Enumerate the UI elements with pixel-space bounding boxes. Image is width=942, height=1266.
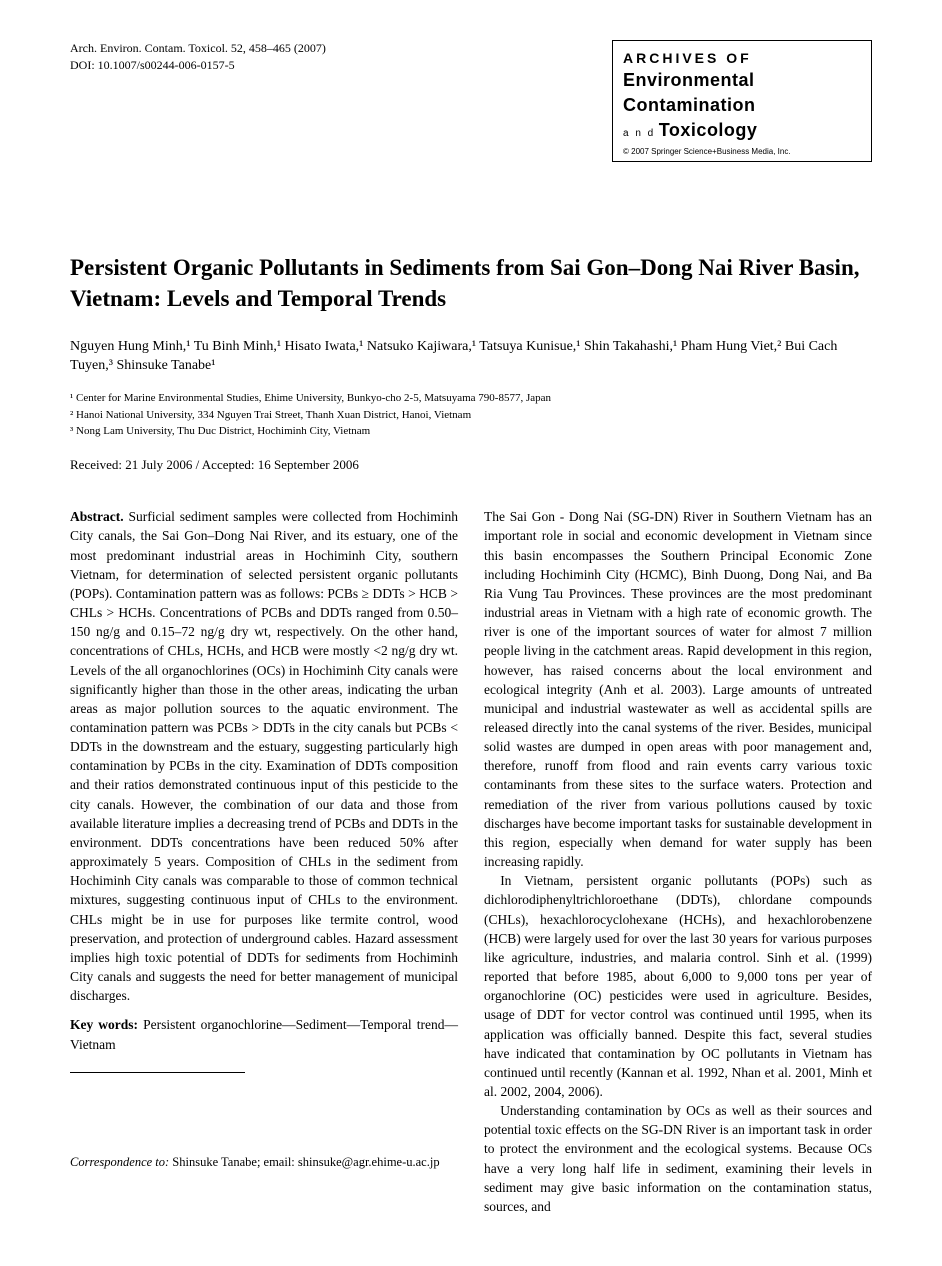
citation-line: Arch. Environ. Contam. Toxicol. 52, 458–… — [70, 40, 326, 57]
journal-line-3: Contamination — [623, 93, 861, 118]
journal-and: a n d — [623, 128, 655, 139]
intro-p1: The Sai Gon - Dong Nai (SG-DN) River in … — [484, 507, 872, 871]
body-columns: Abstract. Surficial sediment samples wer… — [70, 507, 872, 1216]
affiliations: ¹ Center for Marine Environmental Studie… — [70, 390, 872, 440]
journal-initial: T — [659, 120, 669, 140]
journal-copyright: © 2007 Springer Science+Business Media, … — [623, 147, 861, 158]
journal-logo-box: ARCHIVES OF Environmental Contamination … — [612, 40, 872, 162]
right-column: The Sai Gon - Dong Nai (SG-DN) River in … — [484, 507, 872, 1216]
affiliation-3: ³ Nong Lam University, Thu Duc District,… — [70, 423, 872, 440]
journal-word: ontamination — [637, 95, 756, 115]
abstract-paragraph: Abstract. Surficial sediment samples wer… — [70, 507, 458, 1005]
intro-p3: Understanding contamination by OCs as we… — [484, 1101, 872, 1216]
author-list: Nguyen Hung Minh,¹ Tu Binh Minh,¹ Hisato… — [70, 338, 872, 376]
affiliation-2: ² Hanoi National University, 334 Nguyen … — [70, 407, 872, 424]
keywords-paragraph: Key words: Persistent organochlorine—Sed… — [70, 1015, 458, 1053]
page-header: Arch. Environ. Contam. Toxicol. 52, 458–… — [70, 40, 872, 162]
journal-line-4: a n d Toxicology — [623, 118, 861, 143]
journal-word: oxicology — [669, 120, 758, 140]
doi-line: DOI: 10.1007/s00244-006-0157-5 — [70, 57, 326, 74]
intro-p2: In Vietnam, persistent organic pollutant… — [484, 871, 872, 1101]
abstract-text: Surficial sediment samples were collecte… — [70, 509, 458, 1003]
abstract-label: Abstract. — [70, 509, 124, 524]
citation-block: Arch. Environ. Contam. Toxicol. 52, 458–… — [70, 40, 326, 74]
journal-initial: E — [623, 70, 636, 90]
correspondence-text: Shinsuke Tanabe; email: shinsuke@agr.ehi… — [169, 1155, 439, 1169]
affiliation-1: ¹ Center for Marine Environmental Studie… — [70, 390, 872, 407]
journal-line-2: Environmental — [623, 68, 861, 93]
left-column: Abstract. Surficial sediment samples wer… — [70, 507, 458, 1216]
article-title: Persistent Organic Pollutants in Sedimen… — [70, 252, 872, 314]
journal-word: nvironmental — [636, 70, 755, 90]
received-accepted: Received: 21 July 2006 / Accepted: 16 Se… — [70, 456, 872, 474]
journal-initial: C — [623, 95, 637, 115]
separator-rule — [70, 1072, 245, 1073]
correspondence: Correspondence to: Shinsuke Tanabe; emai… — [70, 1153, 458, 1172]
journal-line-1: ARCHIVES OF — [623, 49, 861, 68]
keywords-label: Key words: — [70, 1017, 138, 1032]
correspondence-label: Correspondence to: — [70, 1155, 169, 1169]
